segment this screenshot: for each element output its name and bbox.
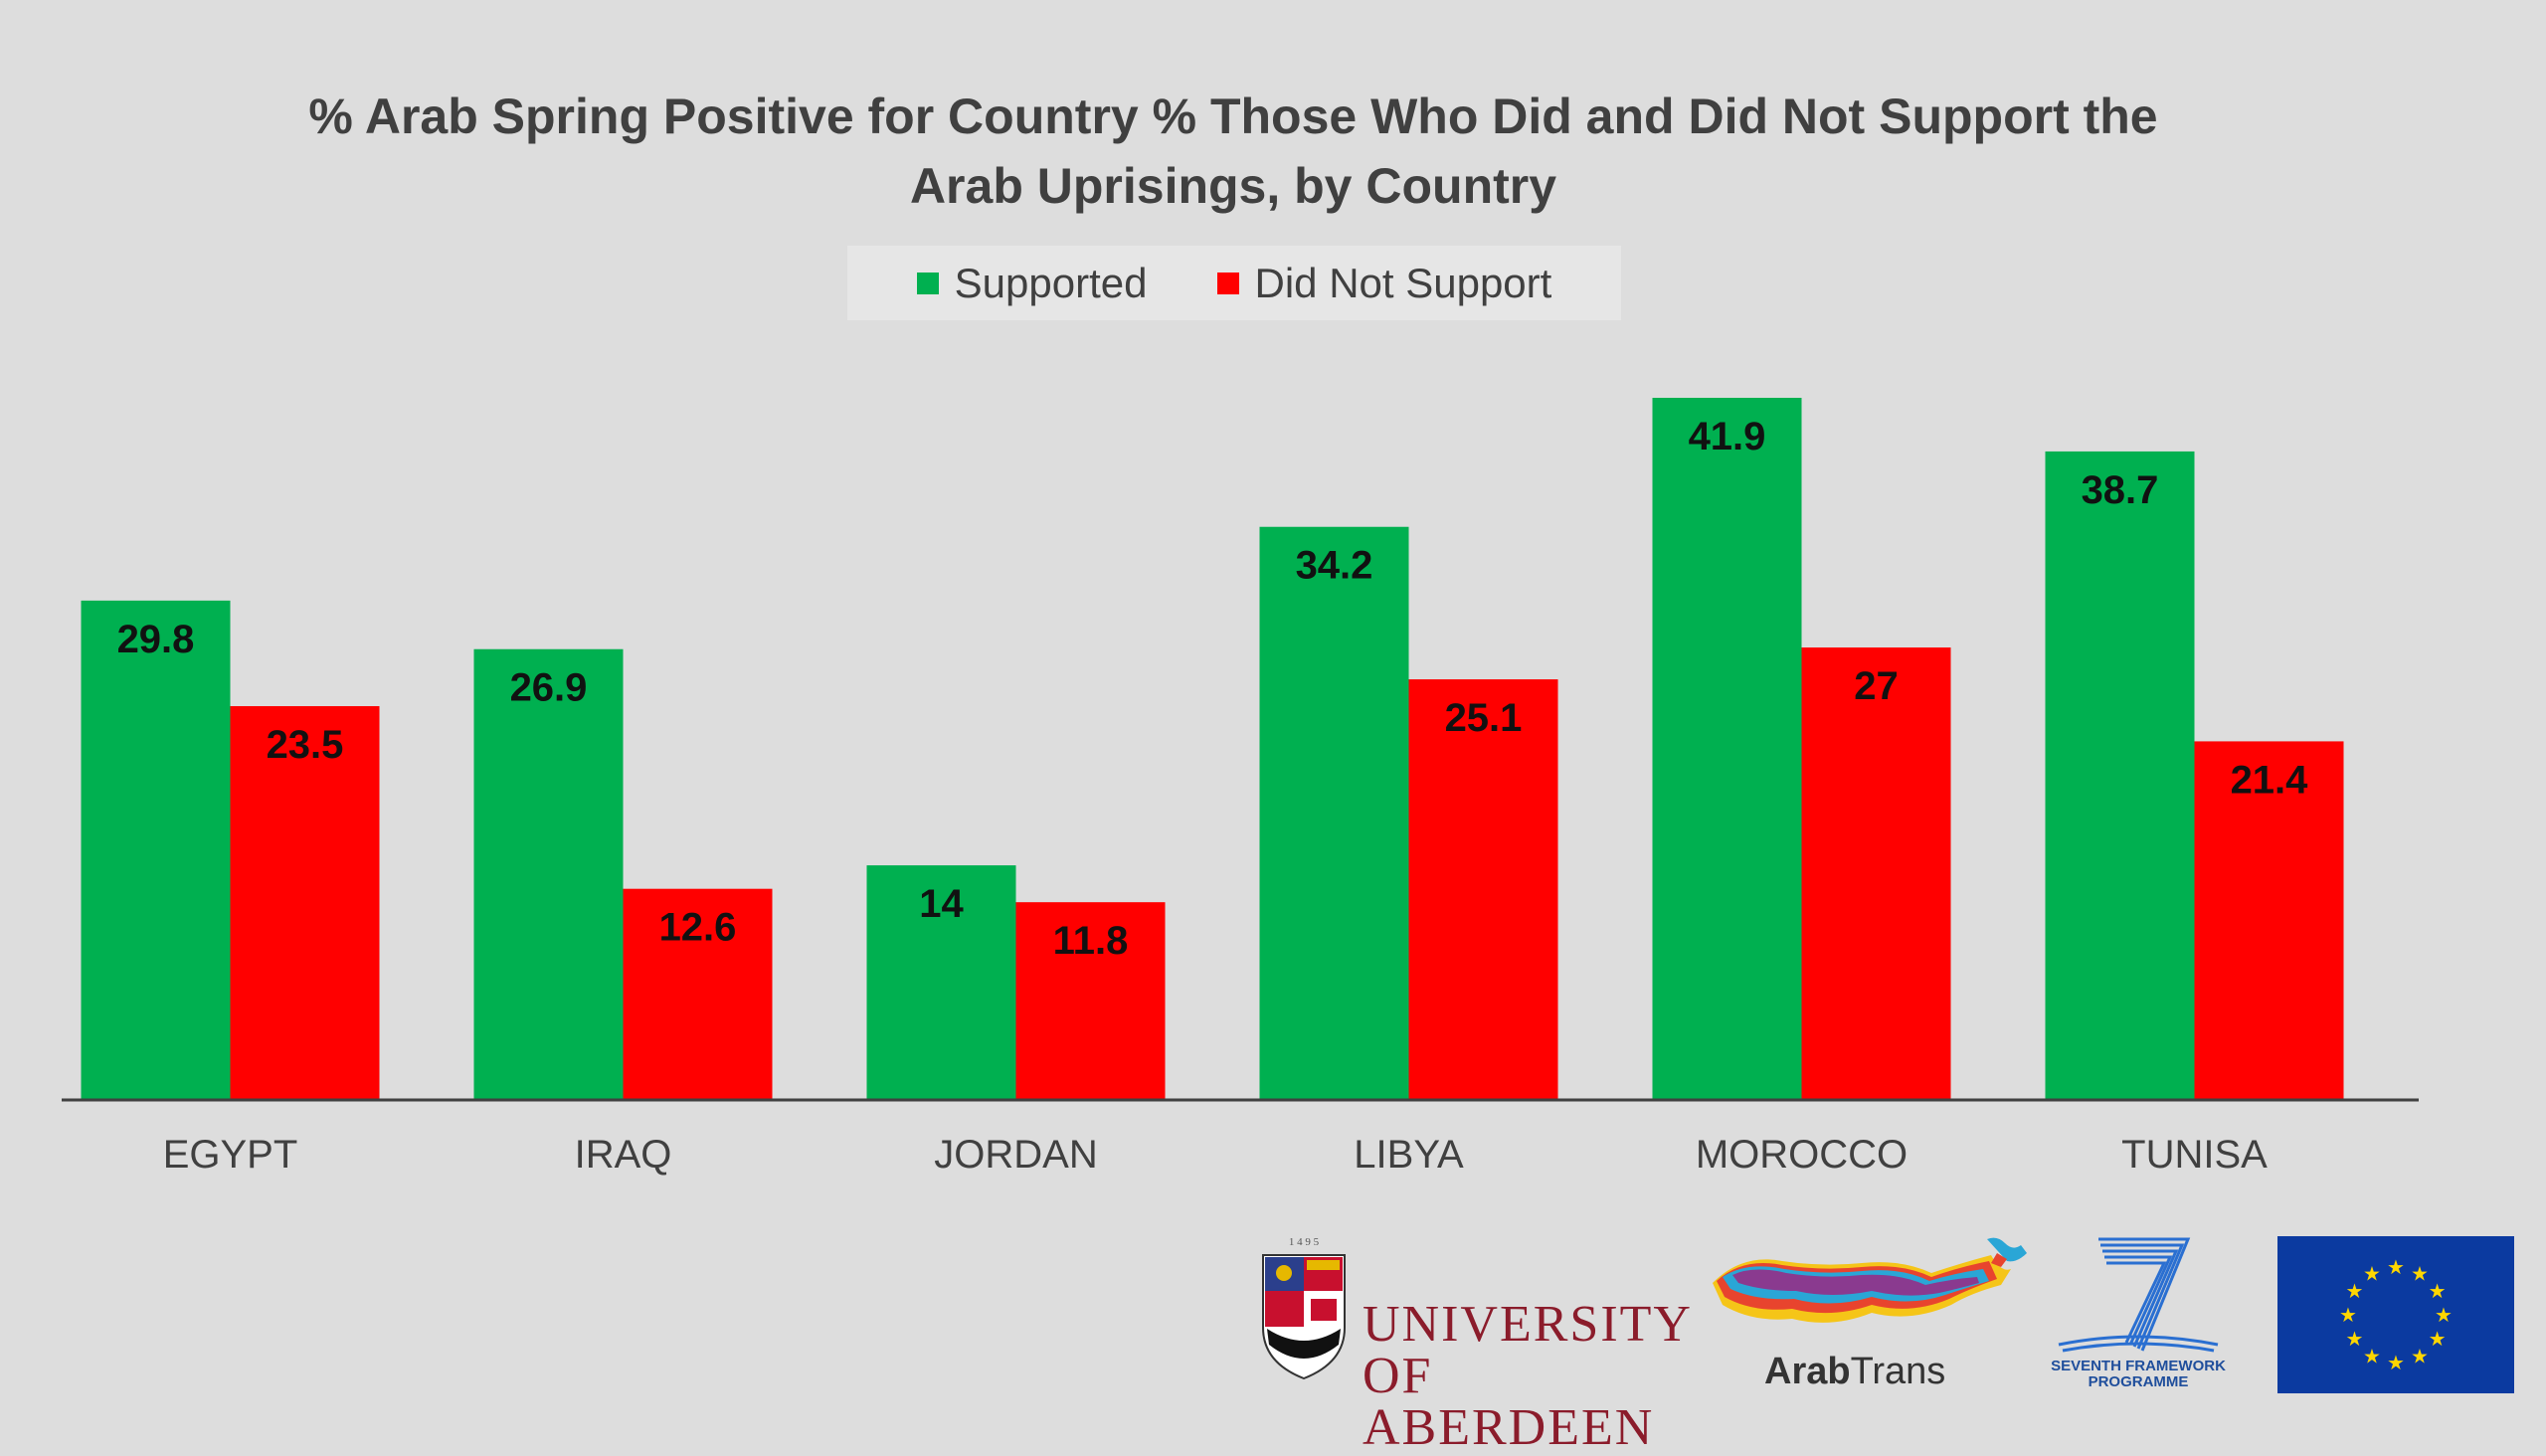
bar-did-not-support-libya [1408, 679, 1558, 1100]
legend-swatch-supported [916, 272, 939, 294]
arabtrans-logo: ArabTrans [1703, 1233, 2031, 1402]
arabtrans-bold: Arab [1764, 1351, 1851, 1392]
chart-legend: Supported Did Not Support [847, 246, 1621, 320]
bar-supported-morocco [1652, 398, 1802, 1100]
bar-supported-jordan [866, 865, 1016, 1100]
data-label-did-not-support-libya: 25.1 [1445, 696, 1523, 740]
data-label-did-not-support-egypt: 23.5 [267, 723, 344, 767]
bar-supported-tunisa [2045, 451, 2195, 1101]
eu-star-icon: ★ [2429, 1279, 2447, 1303]
data-label-supported-iraq: 26.9 [510, 666, 588, 710]
bar-did-not-support-morocco [1801, 647, 1951, 1100]
uoa-name-line1: UNIVERSITY [1363, 1296, 1693, 1353]
bar-did-not-support-egypt [230, 706, 380, 1100]
legend-label-supported: Supported [954, 259, 1148, 306]
x-tick-label-jordan: JORDAN [934, 1133, 1097, 1177]
legend-item-supported: Supported [916, 259, 1148, 307]
eu-star-icon: ★ [2345, 1327, 2363, 1351]
x-tick-label-egypt: EGYPT [163, 1133, 298, 1177]
data-label-did-not-support-tunisa: 21.4 [2231, 758, 2309, 802]
fp7-line2: PROGRAMME [2088, 1373, 2189, 1390]
bar-supported-egypt [81, 600, 231, 1100]
data-label-supported-morocco: 41.9 [1689, 415, 1766, 458]
data-label-did-not-support-morocco: 27 [1854, 664, 1899, 708]
uoa-name-line2: OF ABERDEEN [1363, 1348, 1655, 1456]
fp7-line1: SEVENTH FRAMEWORK [2051, 1358, 2226, 1374]
x-tick-label-tunisa: TUNISA [2121, 1133, 2268, 1177]
logos-footer: 1 4 9 5 UNIVERSITY OF ABERDEEN [1243, 1233, 2526, 1454]
fp7-seven-icon [2058, 1237, 2219, 1353]
eu-star-icon: ★ [2411, 1261, 2429, 1285]
x-tick-label-iraq: IRAQ [575, 1133, 672, 1177]
bar-supported-iraq [473, 648, 624, 1100]
aberdeen-crest-icon: 1 4 9 5 [1262, 1236, 1346, 1380]
legend-label-did-not-support: Did Not Support [1254, 259, 1552, 306]
legend-swatch-did-not-support [1216, 272, 1239, 294]
arabtrans-light: Trans [1850, 1351, 1946, 1392]
eu-star-icon: ★ [2363, 1261, 2381, 1285]
x-tick-label-morocco: MOROCCO [1696, 1133, 1908, 1177]
data-label-did-not-support-iraq: 12.6 [659, 906, 737, 950]
data-label-supported-libya: 34.2 [1296, 544, 1373, 588]
eu-star-icon: ★ [2411, 1345, 2429, 1368]
data-label-supported-jordan: 14 [919, 882, 964, 926]
x-tick-label-libya: LIBYA [1354, 1133, 1464, 1177]
eu-star-icon: ★ [2363, 1345, 2381, 1368]
eu-flag-icon: ★ ★ ★ ★ ★ ★ ★ ★ ★ ★ ★ ★ [2277, 1236, 2514, 1393]
bar-did-not-support-iraq [623, 888, 773, 1100]
bar-chart: 29.8 23.5 EGYPT 26.9 12.6 IRAQ 14 11.8 JORDAN 34.… [62, 398, 2419, 1177]
chart-title-line1: % Arab Spring Positive for Country % Tho… [308, 89, 2158, 144]
arabtrans-map-icon [1713, 1237, 2027, 1323]
data-label-supported-tunisa: 38.7 [2082, 468, 2159, 512]
legend-item-did-not-support: Did Not Support [1216, 259, 1552, 307]
data-label-supported-egypt: 29.8 [117, 618, 195, 661]
bar-did-not-support-tunisa [2194, 741, 2344, 1100]
eu-star-icon: ★ [2387, 1351, 2405, 1374]
eu-star-icon: ★ [2429, 1327, 2447, 1351]
crest-year: 1 4 9 5 [1289, 1236, 1320, 1248]
bar-did-not-support-jordan [1015, 902, 1166, 1100]
chart-title: % Arab Spring Positive for Country % Tho… [0, 82, 2466, 221]
fp7-logo: SEVENTH FRAMEWORK PROGRAMME [2039, 1233, 2238, 1402]
university-of-aberdeen-logo: 1 4 9 5 UNIVERSITY OF ABERDEEN [1243, 1233, 1691, 1454]
eu-star-icon: ★ [2435, 1303, 2453, 1327]
data-label-did-not-support-jordan: 11.8 [1053, 919, 1129, 963]
bar-supported-libya [1259, 526, 1409, 1100]
eu-stars: ★ ★★★★★★★★★★★ [2339, 1255, 2453, 1374]
eu-star-icon: ★ [2345, 1279, 2363, 1303]
eu-star-icon: ★ [2339, 1303, 2357, 1327]
eu-star-icon: ★ [2387, 1255, 2405, 1279]
chart-title-line2: Arab Uprisings, by Country [909, 158, 1557, 214]
